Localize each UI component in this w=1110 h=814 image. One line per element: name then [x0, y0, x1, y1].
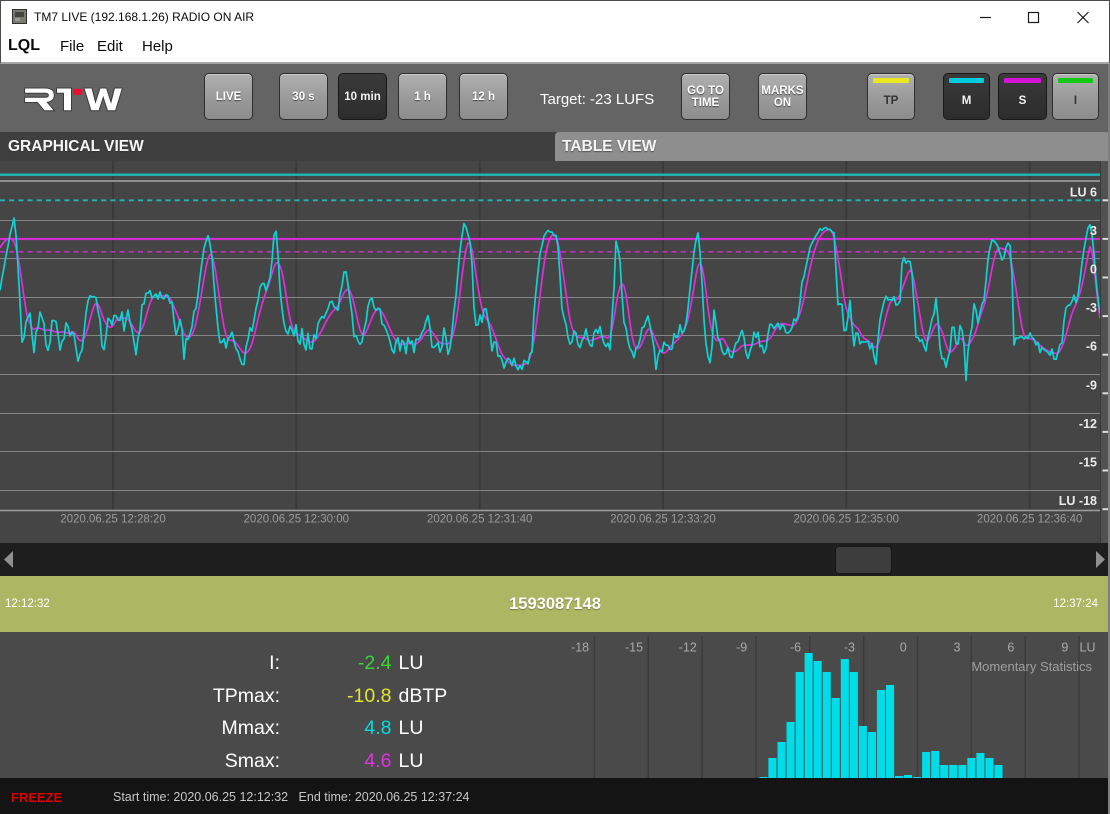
svg-text:2020.06.25 12:35:00: 2020.06.25 12:35:00: [794, 514, 900, 526]
svg-text:-15: -15: [625, 641, 643, 655]
svg-text:Momentary Statistics: Momentary Statistics: [971, 659, 1092, 674]
svg-text:6: 6: [1007, 641, 1014, 655]
svg-text:LU 6: LU 6: [1070, 185, 1097, 199]
svg-text:LU: LU: [1080, 641, 1096, 655]
svg-text:LU -18: LU -18: [1059, 494, 1097, 508]
svg-text:0: 0: [900, 641, 907, 655]
svg-text:2020.06.25 12:28:20: 2020.06.25 12:28:20: [60, 514, 166, 526]
svg-text:2020.06.25 12:36:40: 2020.06.25 12:36:40: [977, 514, 1083, 526]
svg-text:-9: -9: [1086, 378, 1097, 392]
svg-text:9: 9: [1061, 641, 1068, 655]
svg-text:-9: -9: [736, 641, 747, 655]
svg-text:2020.06.25 12:30:00: 2020.06.25 12:30:00: [244, 514, 350, 526]
svg-text:-15: -15: [1079, 456, 1097, 470]
svg-text:3: 3: [1090, 224, 1097, 238]
svg-text:-6: -6: [1086, 340, 1097, 354]
svg-text:2020.06.25 12:31:40: 2020.06.25 12:31:40: [427, 514, 533, 526]
svg-text:-3: -3: [844, 641, 855, 655]
svg-text:0: 0: [1090, 263, 1097, 277]
svg-text:-12: -12: [679, 641, 697, 655]
svg-text:-12: -12: [1079, 417, 1097, 431]
svg-text:3: 3: [954, 641, 961, 655]
svg-text:-6: -6: [790, 641, 801, 655]
svg-text:-3: -3: [1086, 301, 1097, 315]
svg-text:-18: -18: [571, 641, 589, 655]
svg-text:2020.06.25 12:33:20: 2020.06.25 12:33:20: [610, 514, 716, 526]
